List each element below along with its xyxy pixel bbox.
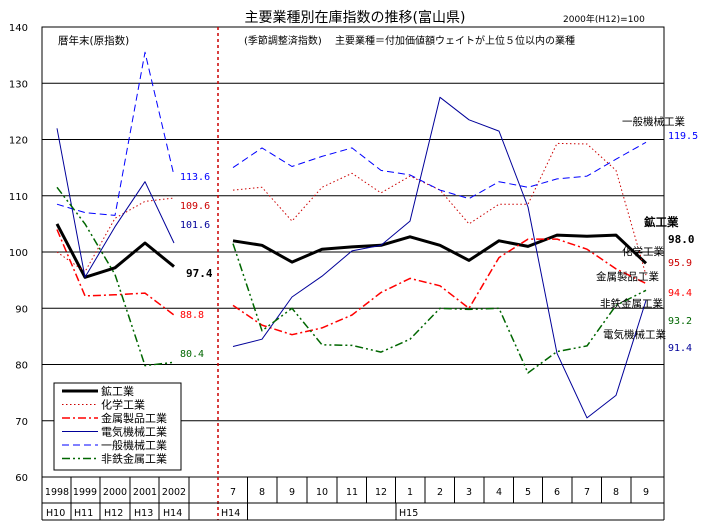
series-line-monthly [232, 233, 648, 265]
x-tick-month: 3 [466, 487, 472, 498]
series-line-monthly [232, 141, 647, 200]
series-line-annual [56, 128, 175, 278]
x-tick-month: 10 [316, 487, 328, 498]
x-tick-era: H10 [46, 508, 65, 519]
y-tick-label: 100 [9, 248, 28, 259]
series-0 [55, 223, 648, 279]
monthly-end-name: 金属製品工業 [596, 270, 659, 283]
series-line-annual [56, 186, 175, 367]
x-tick-month: 9 [289, 487, 295, 498]
legend-label: 金属製品工業 [101, 411, 167, 425]
chart-title: 主要業種別在庫指数の推移(富山県) [245, 9, 466, 26]
x-tick-month: 2 [437, 487, 443, 498]
x-tick-era: H11 [74, 508, 93, 519]
annual-end-label: 88.8 [180, 310, 204, 321]
monthly-end-value: 119.5 [668, 131, 698, 142]
monthly-end-value: 93.2 [668, 316, 692, 327]
series-line-monthly [232, 142, 647, 276]
x-tick-month: 4 [496, 487, 502, 498]
series-lines [55, 51, 648, 419]
annotation-left: 暦年末(原指数) [58, 34, 129, 47]
monthly-end-name: 非鉄金属工業 [600, 297, 663, 310]
x-tick-era: H14 [163, 508, 182, 519]
annual-end-label: 113.6 [180, 172, 210, 183]
series-3 [56, 96, 647, 419]
legend-label: 一般機械工業 [101, 438, 167, 452]
annotation-right: (季節調整済指数) 主要業種＝付加価値額ウェイトが上位５位以内の業種 [244, 34, 575, 47]
x-tick-era: H15 [399, 508, 418, 519]
x-tick-month: 5 [525, 487, 531, 498]
monthly-end-value: 98.0 [668, 233, 695, 246]
monthly-end-value: 91.4 [668, 343, 692, 354]
x-tick-year: 2002 [162, 487, 186, 498]
x-tick-year: 2000 [103, 487, 127, 498]
y-tick-label: 110 [9, 192, 28, 203]
y-tick-label: 130 [9, 79, 28, 90]
series-1 [56, 142, 647, 276]
monthly-end-name: 一般機械工業 [622, 115, 685, 128]
series-line-annual [56, 229, 175, 316]
legend-label: 非鉄金属工業 [101, 452, 167, 466]
x-tick-era: H13 [134, 508, 153, 519]
series-line-monthly [232, 96, 647, 419]
x-tick-era: H12 [104, 508, 123, 519]
x-tick-year: 2001 [133, 487, 157, 498]
annual-end-label: 80.4 [180, 349, 204, 360]
x-tick-month: 1 [407, 487, 413, 498]
monthly-end-value: 95.9 [668, 258, 692, 269]
legend-label: 化学工業 [101, 398, 145, 412]
legend-box [53, 382, 182, 471]
x-tick-month: 12 [375, 487, 387, 498]
x-tick-month: 11 [346, 487, 358, 498]
series-5 [56, 186, 647, 374]
x-tick-year: 1998 [45, 487, 69, 498]
x-tick-year: 1999 [73, 487, 97, 498]
y-tick-label: 140 [9, 23, 28, 34]
annual-end-label: 101.6 [180, 220, 210, 231]
series-line-annual [55, 223, 175, 279]
data-labels: 97.4 109.6 88.8 101.6 113.6 80.4 鉱工業 98.0 化学工業 95… [180, 115, 698, 360]
annual-end-label: 97.4 [186, 267, 213, 280]
annual-end-label: 109.6 [180, 201, 210, 212]
x-tick-month: 8 [613, 487, 619, 498]
monthly-end-name: 化学工業 [622, 245, 664, 258]
monthly-end-name: 電気機械工業 [603, 328, 666, 341]
y-tick-label: 70 [15, 417, 28, 428]
x-tick-month: 6 [554, 487, 560, 498]
series-line-annual [56, 51, 175, 216]
y-tick-label: 80 [15, 361, 28, 372]
x-tick-month: 8 [259, 487, 265, 498]
base-note: 2000年(H12)=100 [563, 13, 645, 25]
series-2 [56, 229, 647, 336]
series-line-monthly [232, 243, 647, 374]
legend-label: 鉱工業 [101, 384, 134, 398]
monthly-end-name: 鉱工業 [644, 215, 679, 229]
x-tick-month: 7 [584, 487, 590, 498]
y-tick-label: 90 [15, 304, 28, 315]
y-tick-label: 60 [15, 473, 28, 484]
y-tick-label: 120 [9, 136, 28, 147]
x-tick-month: 9 [643, 487, 649, 498]
x-tick-era: H14 [221, 508, 240, 519]
x-tick-month: 7 [230, 487, 236, 498]
monthly-end-value: 94.4 [668, 288, 692, 299]
series-line-monthly [232, 238, 647, 336]
series-4 [56, 51, 647, 216]
plot-frame [41, 26, 665, 478]
legend-label: 電気機械工業 [101, 425, 167, 439]
